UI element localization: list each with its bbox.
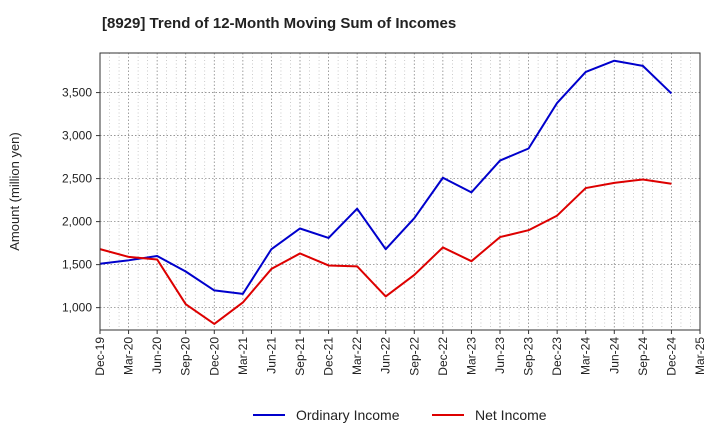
y-tick-label: 3,000 xyxy=(62,129,92,143)
y-axis-title: Amount (million yen) xyxy=(7,132,22,251)
legend: Ordinary Income Net Income xyxy=(253,407,547,423)
x-tick-label: Sep-20 xyxy=(179,337,193,376)
y-tick-label: 1,000 xyxy=(62,301,92,315)
series-line-net-income xyxy=(99,178,672,325)
x-tick-label: Mar-23 xyxy=(464,337,478,375)
x-tick-label: Dec-22 xyxy=(436,337,450,376)
x-tick-label: Sep-22 xyxy=(407,337,421,376)
axes: 1,000 1,500 2,000 2,500 3,000 3,500 Dec-19 Mar-… xyxy=(7,52,707,376)
x-tick-label: Jun-22 xyxy=(379,337,393,374)
grid xyxy=(99,53,701,330)
x-tick-label: Jun-24 xyxy=(607,337,621,374)
legend-label: Net Income xyxy=(475,407,547,423)
y-tick-label: 2,000 xyxy=(62,215,92,229)
x-tick-label: Dec-24 xyxy=(664,337,678,376)
x-tick-label: Sep-23 xyxy=(522,337,536,376)
x-tick-label: Jun-21 xyxy=(264,337,278,374)
x-tick-label: Dec-23 xyxy=(550,337,564,376)
chart-title: [8929] Trend of 12-Month Moving Sum of I… xyxy=(102,15,457,32)
y-tick-label: 1,500 xyxy=(62,258,92,272)
plot-frame xyxy=(99,52,701,331)
x-tick-label: Sep-24 xyxy=(636,337,650,376)
x-tick-label: Jun-23 xyxy=(493,337,507,374)
x-tick-label: Jun-20 xyxy=(150,337,164,374)
series-line-ordinary-income xyxy=(99,59,673,295)
legend-label: Ordinary Income xyxy=(296,407,400,423)
x-tick-label: Sep-21 xyxy=(293,337,307,376)
x-tick-label: Mar-22 xyxy=(350,337,364,375)
series-lines xyxy=(99,59,673,325)
x-tick-label: Mar-20 xyxy=(122,337,136,375)
x-tick-label: Mar-24 xyxy=(579,337,593,375)
x-tick-label: Dec-20 xyxy=(207,337,221,376)
y-tick-label: 3,500 xyxy=(62,86,92,100)
x-tick-label: Dec-21 xyxy=(322,337,336,376)
x-tick-label: Mar-21 xyxy=(236,337,250,375)
y-tick-label: 2,500 xyxy=(62,172,92,186)
x-tick-label: Dec-19 xyxy=(93,337,107,376)
x-tick-label: Mar-25 xyxy=(693,337,707,375)
